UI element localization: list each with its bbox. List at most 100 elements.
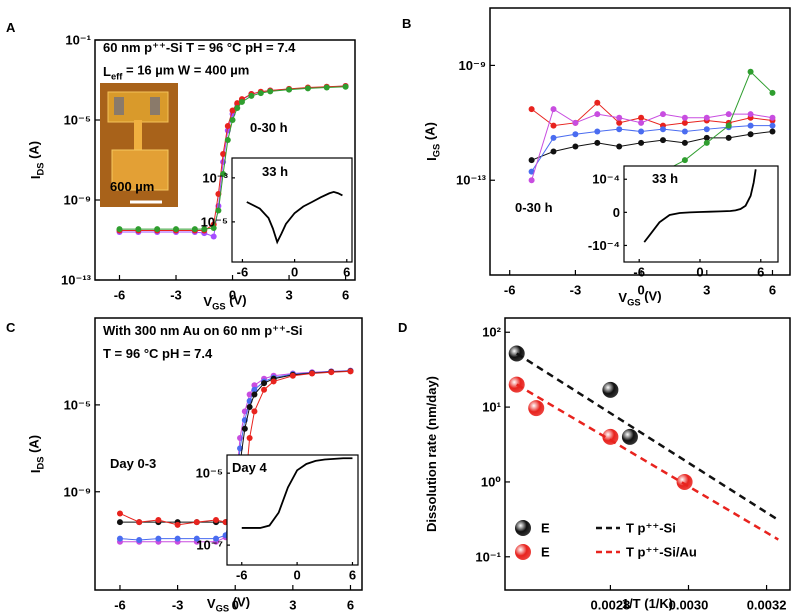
y-tick-label: 0: [613, 205, 620, 220]
marker: [193, 535, 200, 542]
marker: [638, 119, 645, 126]
marker: [246, 434, 253, 441]
x-tick-label: 3: [703, 283, 710, 298]
marker: [572, 119, 579, 126]
marker: [323, 84, 330, 91]
marker: [257, 90, 264, 97]
fit-line: [516, 383, 779, 541]
data-point: [528, 400, 545, 417]
marker: [229, 107, 236, 114]
marker: [725, 122, 732, 129]
series-line: [531, 125, 773, 172]
panel-letter: A: [6, 20, 16, 35]
x-tick-label: 0: [229, 288, 236, 303]
y-tick-label: 10⁻³: [202, 170, 228, 185]
x-tick-label: -6: [114, 598, 126, 613]
marker: [659, 111, 666, 118]
plot-area: [241, 457, 353, 529]
y-axis-label: Dissolution rate (nm/day): [424, 376, 439, 532]
x-tick-label: -3: [172, 598, 184, 613]
series-line: [119, 370, 351, 543]
marker: [304, 85, 311, 92]
marker: [725, 111, 732, 118]
marker: [594, 99, 601, 106]
annotation: 33 h: [262, 164, 288, 179]
x-tick-label: 0: [696, 265, 703, 280]
x-tick-label: -6: [114, 288, 126, 303]
y-tick-label: 10⁻⁵: [196, 466, 223, 481]
annotation-part: L: [103, 64, 111, 79]
marker: [174, 535, 181, 542]
marker: [210, 233, 217, 240]
panel-letter: D: [398, 320, 407, 335]
y-tick-label: 10⁻⁹: [64, 484, 92, 499]
legend-symbol: [515, 544, 531, 560]
annotation: 600 µm: [110, 179, 154, 194]
x-tick-label: -3: [170, 288, 182, 303]
marker: [528, 177, 535, 184]
x-tick-label: 6: [349, 568, 356, 583]
marker: [594, 128, 601, 135]
y-tick-label: 10⁻⁹: [64, 193, 92, 208]
marker: [550, 148, 557, 155]
marker: [550, 134, 557, 141]
x-axis-label-part: V: [618, 290, 627, 305]
marker: [747, 68, 754, 75]
marker: [220, 150, 227, 157]
marker: [224, 137, 231, 143]
annotation: 0-30 h: [515, 200, 553, 215]
marker: [681, 157, 688, 164]
marker: [213, 535, 220, 542]
data-point: [676, 473, 693, 490]
y-axis-label-part: DS: [35, 163, 45, 176]
marker: [201, 226, 208, 233]
marker: [703, 126, 710, 133]
y-axis-label-part: DS: [35, 457, 45, 470]
series-line: [119, 86, 346, 230]
x-tick-label: -6: [633, 265, 645, 280]
y-tick-label: 10⁻¹³: [61, 273, 92, 288]
x-axis-label-part: V: [207, 596, 216, 611]
marker: [747, 122, 754, 129]
marker: [769, 89, 776, 96]
marker: [681, 128, 688, 135]
marker: [681, 119, 688, 126]
marker: [238, 98, 245, 105]
marker: [638, 139, 645, 146]
photo-pad: [111, 149, 169, 191]
marker: [328, 369, 335, 376]
x-axis-label-part: (V): [641, 289, 662, 304]
annotation: 0-30 h: [250, 120, 288, 135]
marker: [342, 83, 349, 90]
x-tick-label: 3: [289, 598, 296, 613]
marker: [234, 100, 241, 107]
x-axis-label: VGS (V): [618, 289, 661, 308]
marker: [155, 535, 162, 542]
marker: [594, 139, 601, 146]
x-axis-label-part: GS: [627, 297, 641, 307]
frame: [226, 454, 359, 566]
y-tick-label: 10⁻⁴: [592, 172, 620, 187]
marker: [136, 519, 143, 526]
legend-label: T p⁺⁺-Si: [626, 521, 676, 536]
marker: [659, 137, 666, 144]
y-tick-label: 10⁻⁵: [64, 113, 91, 128]
y-tick-label: 10⁻⁵: [64, 397, 91, 412]
marker: [234, 104, 241, 111]
data-point: [621, 428, 638, 445]
marker: [769, 128, 776, 135]
x-axis-label-part: GS: [212, 301, 226, 311]
frame: [231, 157, 353, 263]
plot-area: [116, 83, 349, 240]
series-line: [119, 370, 351, 523]
legend-label: E: [541, 545, 550, 560]
y-tick-label: 10⁻¹: [475, 549, 501, 564]
device-photo: [100, 83, 178, 207]
marker: [261, 380, 268, 387]
marker: [572, 143, 579, 150]
x-axis-label: VGS (V): [203, 293, 246, 312]
marker: [155, 517, 162, 524]
marker: [681, 139, 688, 146]
marker: [747, 111, 754, 118]
y-tick-label: 10⁰: [481, 474, 501, 489]
